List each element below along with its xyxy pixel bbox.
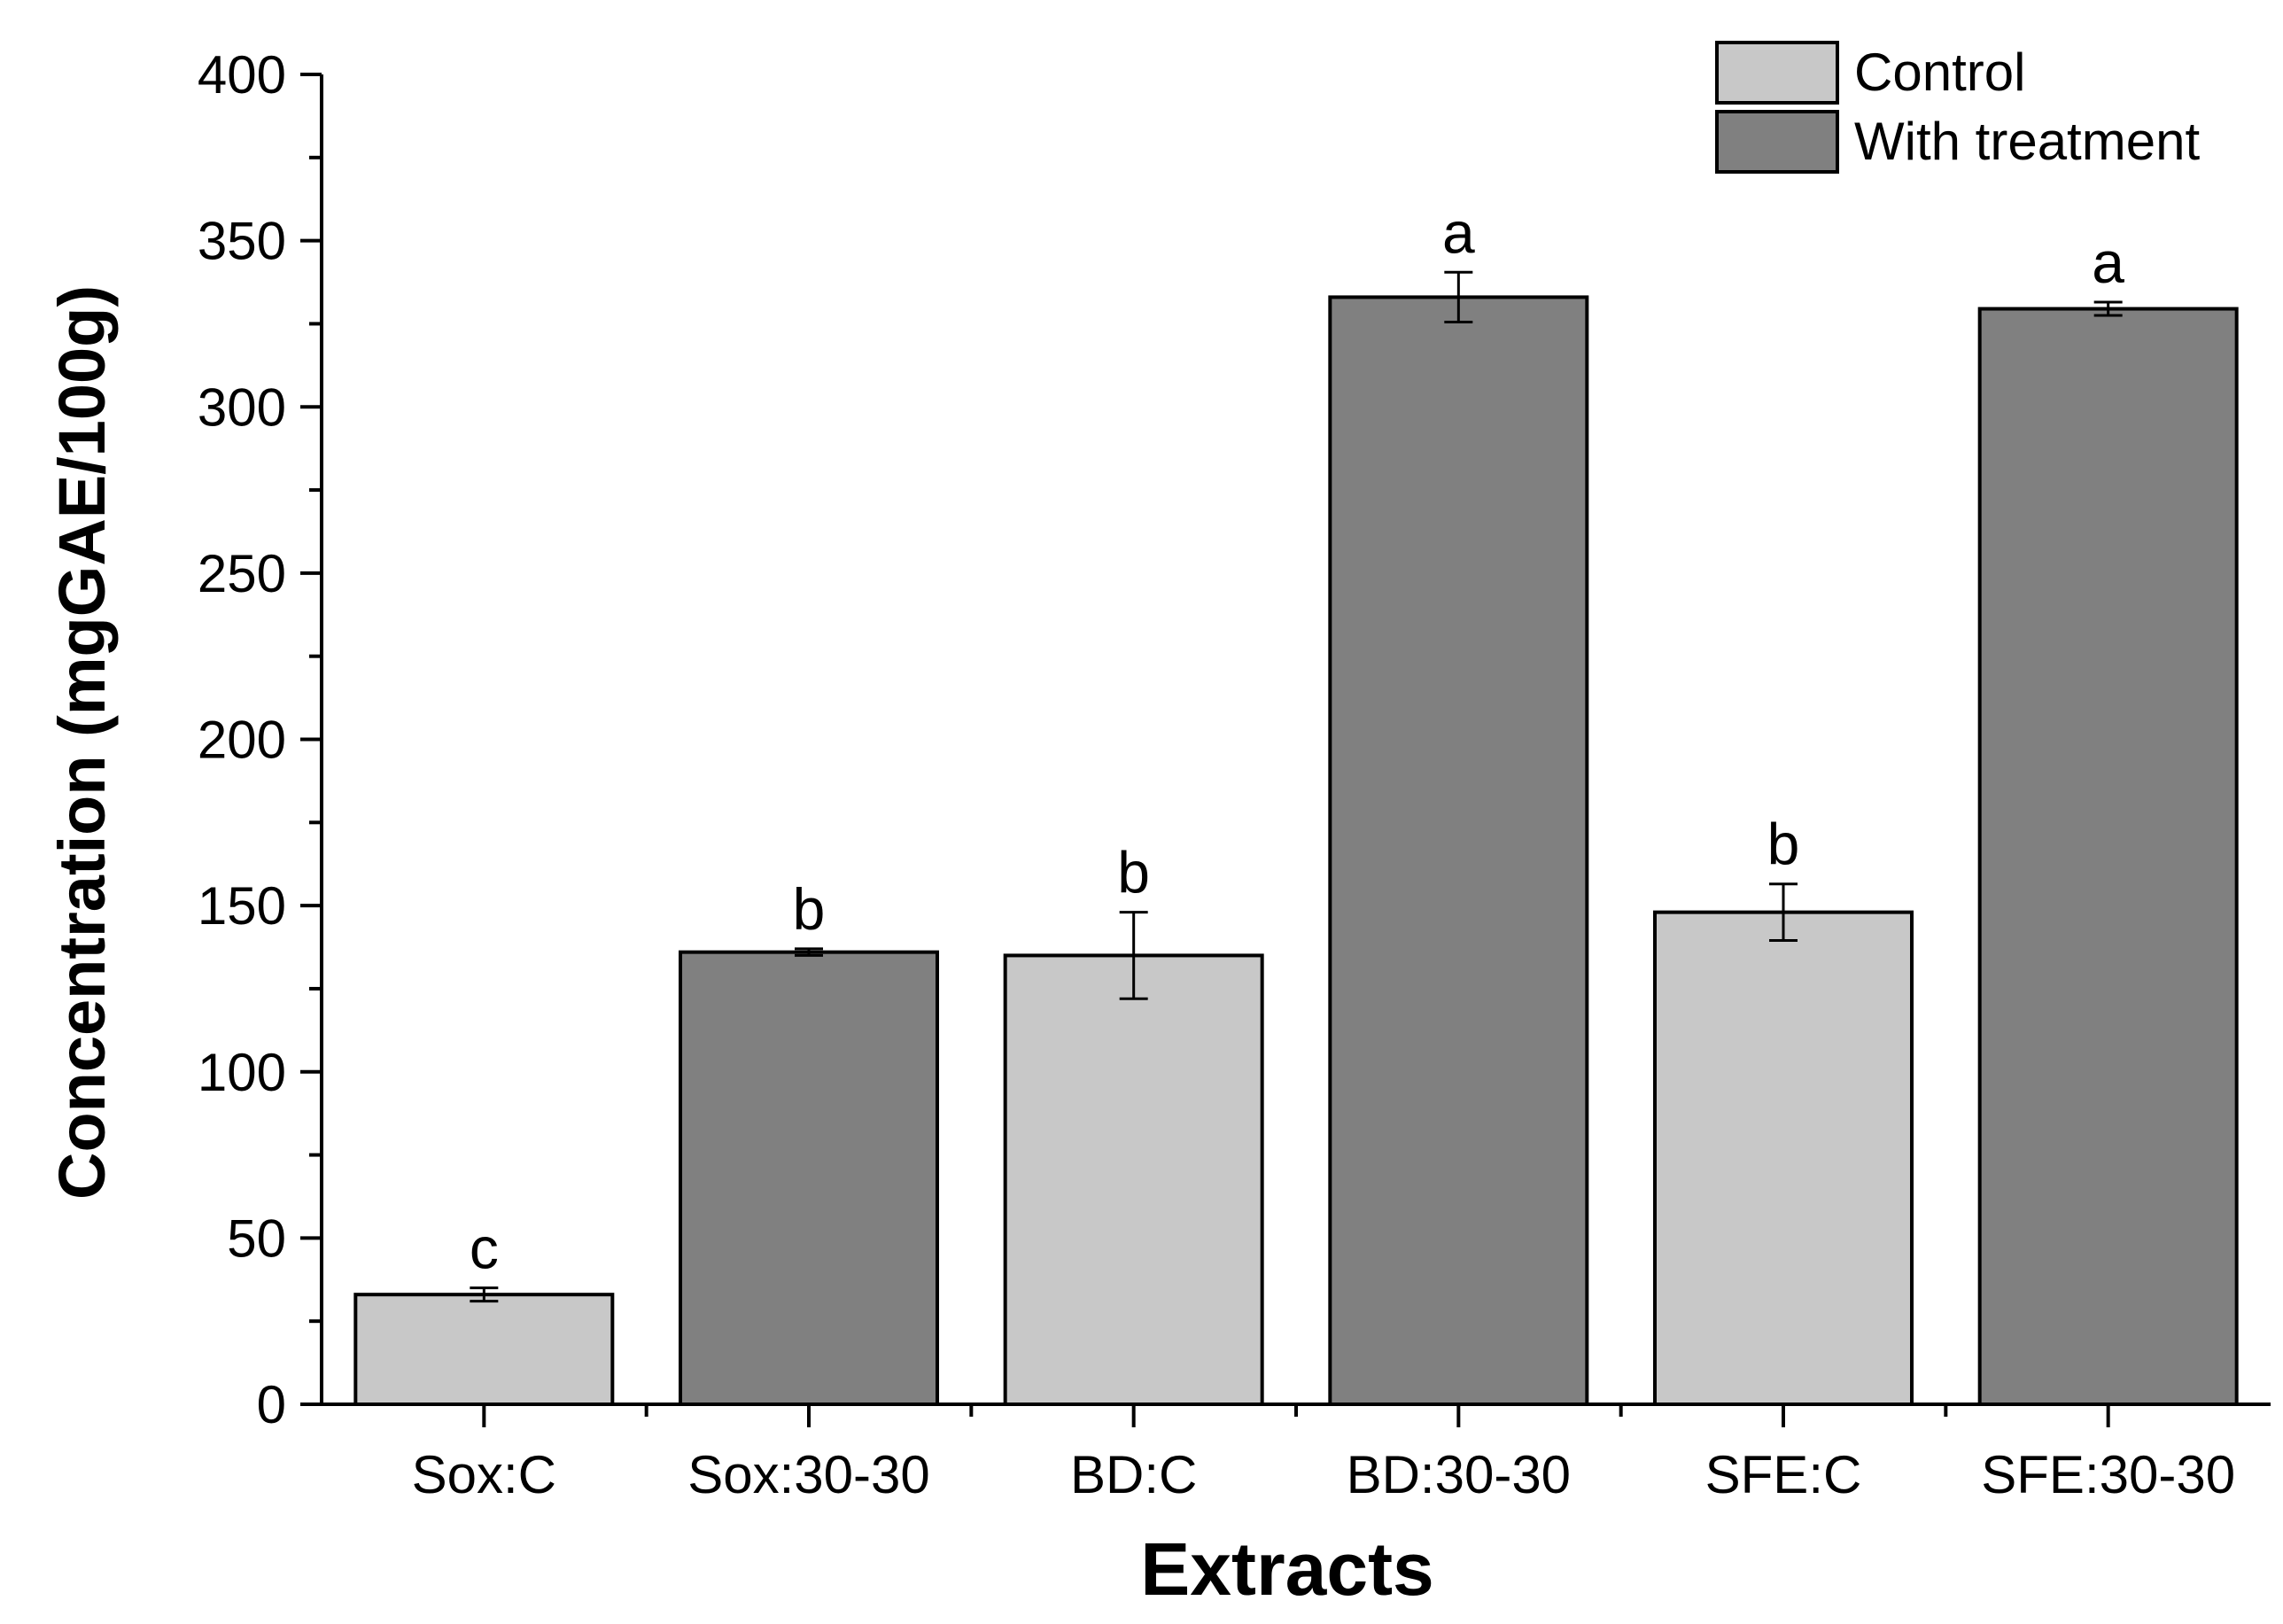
x-tick-label: SFE:C <box>1705 1445 1862 1504</box>
legend-label-control: Control <box>1854 43 2025 102</box>
significance-letter: b <box>793 876 826 942</box>
bars: c b b a b a <box>353 199 2239 1407</box>
x-axis-title: Extracts <box>1140 1527 1434 1611</box>
y-tick-label: 100 <box>198 1043 286 1102</box>
bar-sfe-30-30 <box>1977 307 2239 1406</box>
x-tick-label: Sox:C <box>412 1445 556 1504</box>
y-axis-ticks: 0 50 100 150 200 250 300 350 400 <box>198 45 322 1434</box>
legend-label-treatment: With treatment <box>1854 112 2200 171</box>
bar-sfe-c <box>1653 910 1914 1406</box>
x-tick-label: BD:30-30 <box>1347 1445 1571 1504</box>
y-axis-title: Concentration (mgGAE/100g) <box>45 285 119 1200</box>
significance-letter: a <box>2092 229 2124 295</box>
x-tick-label: SFE:30-30 <box>1981 1445 2235 1504</box>
x-tick-label: Sox:30-30 <box>687 1445 930 1504</box>
significance-letter: a <box>1442 199 1475 265</box>
significance-letter: b <box>1767 812 1800 877</box>
legend-swatch-control <box>1715 41 1839 105</box>
bar-bd-30-30 <box>1328 295 1589 1407</box>
y-tick-label: 50 <box>227 1208 286 1268</box>
bar-sox-30-30 <box>679 950 939 1407</box>
y-tick-label: 200 <box>198 711 286 770</box>
y-tick-label: 300 <box>198 377 286 437</box>
y-tick-label: 250 <box>198 544 286 603</box>
legend: Control With treatment <box>1715 41 2200 174</box>
bar-bd-c <box>1003 953 1264 1406</box>
y-tick-label: 150 <box>198 876 286 936</box>
y-tick-label: 0 <box>257 1375 286 1434</box>
significance-letter: c <box>470 1216 499 1281</box>
y-tick-label: 350 <box>198 212 286 271</box>
significance-letter: b <box>1117 840 1150 905</box>
legend-swatch-treatment <box>1715 110 1839 174</box>
x-axis-ticks: Sox:C Sox:30-30 BD:C BD:30-30 SFE:C SFE:30-30 <box>412 1404 2235 1504</box>
bar-sox-c <box>353 1293 615 1406</box>
x-tick-label: BD:C <box>1070 1445 1197 1504</box>
y-tick-label: 400 <box>198 45 286 105</box>
